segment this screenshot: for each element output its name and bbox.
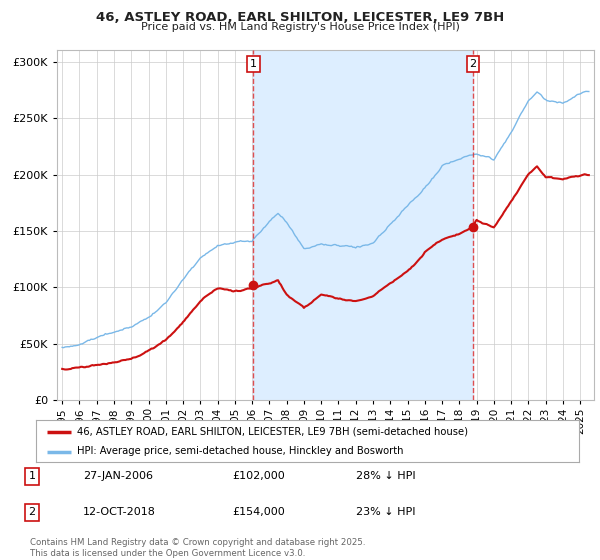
Text: 27-JAN-2006: 27-JAN-2006: [83, 471, 153, 481]
Text: 12-OCT-2018: 12-OCT-2018: [83, 507, 156, 517]
Text: 23% ↓ HPI: 23% ↓ HPI: [356, 507, 416, 517]
Text: 1: 1: [29, 471, 35, 481]
Text: Price paid vs. HM Land Registry's House Price Index (HPI): Price paid vs. HM Land Registry's House …: [140, 22, 460, 32]
Text: £102,000: £102,000: [232, 471, 285, 481]
Text: 46, ASTLEY ROAD, EARL SHILTON, LEICESTER, LE9 7BH: 46, ASTLEY ROAD, EARL SHILTON, LEICESTER…: [96, 11, 504, 24]
Text: HPI: Average price, semi-detached house, Hinckley and Bosworth: HPI: Average price, semi-detached house,…: [77, 446, 403, 456]
Text: 46, ASTLEY ROAD, EARL SHILTON, LEICESTER, LE9 7BH (semi-detached house): 46, ASTLEY ROAD, EARL SHILTON, LEICESTER…: [77, 427, 468, 437]
Text: 2: 2: [29, 507, 35, 517]
Bar: [253, 50, 473, 400]
Text: Contains HM Land Registry data © Crown copyright and database right 2025.
This d: Contains HM Land Registry data © Crown c…: [30, 538, 365, 558]
Text: 2: 2: [469, 59, 476, 69]
Text: 1: 1: [250, 59, 257, 69]
Text: £154,000: £154,000: [232, 507, 285, 517]
Text: 28% ↓ HPI: 28% ↓ HPI: [356, 471, 416, 481]
